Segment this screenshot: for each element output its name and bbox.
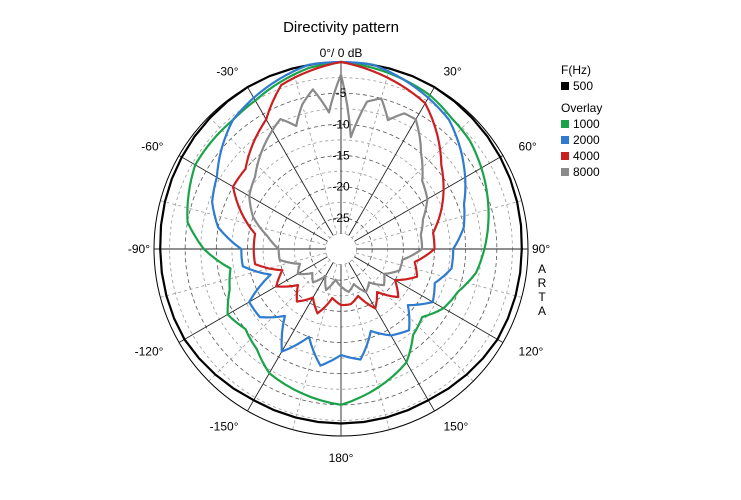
legend: F(Hz) 500 Overlay 1000 2000 4000 8000: [561, 62, 602, 180]
angle-label: -30°: [216, 64, 238, 78]
legend-label-2000: 2000: [573, 133, 600, 147]
series-8000-line: [248, 73, 429, 294]
legend-overlay-header: Overlay: [561, 101, 603, 115]
angle-label: 30°: [444, 64, 462, 78]
chart-title: Directivity pattern: [283, 19, 399, 36]
polar-spoke: [208, 259, 331, 382]
polar-spoke: [344, 68, 390, 235]
polar-spoke: [178, 155, 328, 242]
radial-tick-label: -15: [332, 149, 350, 163]
brand-letter: A: [537, 262, 546, 276]
brand-letter: R: [537, 276, 547, 290]
legend-swatch-2000: [561, 136, 569, 144]
radial-tick-label: -10: [332, 117, 350, 131]
radial-tick-label: -25: [332, 211, 350, 225]
angle-label: 120°: [519, 345, 544, 359]
radial-tick-label: -5: [336, 86, 347, 100]
legend-item-2000: 2000: [561, 132, 602, 148]
legend-swatch-1000: [561, 120, 569, 128]
polar-spoke: [354, 256, 504, 343]
legend-item-8000: 8000: [561, 164, 602, 180]
angle-label: -60°: [141, 140, 163, 154]
polar-spoke: [354, 155, 504, 242]
top-angle-label: 0°/ 0 dB: [320, 46, 363, 60]
polar-spoke: [355, 252, 522, 298]
legend-item-4000: 4000: [561, 148, 602, 164]
brand-watermark: A R T A: [536, 262, 548, 318]
polar-spoke: [160, 252, 327, 298]
polar-spoke: [160, 200, 327, 246]
polar-spoke: [292, 263, 338, 430]
legend-label-8000: 8000: [573, 165, 600, 179]
polar-spoke: [348, 86, 435, 236]
polar-spoke: [355, 200, 522, 246]
brand-letter: A: [537, 304, 546, 318]
legend-item-500: 500: [561, 78, 602, 94]
angle-label: -90°: [128, 242, 150, 256]
angle-label: 180°: [329, 451, 354, 465]
polar-spoke: [348, 262, 435, 412]
angle-label: 60°: [519, 140, 537, 154]
legend-item-1000: 1000: [561, 116, 602, 132]
angle-label: -120°: [135, 345, 164, 359]
radial-tick-label: -20: [332, 180, 350, 194]
polar-grid: [153, 61, 529, 437]
angle-label: 90°: [532, 242, 550, 256]
brand-letter: T: [538, 290, 546, 304]
legend-header: F(Hz): [561, 63, 591, 77]
angle-label: 150°: [444, 420, 469, 434]
legend-swatch-500: [561, 82, 569, 90]
legend-swatch-4000: [561, 152, 569, 160]
polar-ring: [325, 233, 357, 265]
polar-series: [159, 60, 523, 425]
legend-label-4000: 4000: [573, 149, 600, 163]
polar-labels: -5 -10 -15 -20 -25 0°/ 0 dB -30° 30° -60° 60° -90°…: [128, 46, 551, 465]
polar-spoke: [208, 116, 331, 239]
polar-spoke: [247, 262, 334, 412]
angle-label: -150°: [210, 420, 239, 434]
polar-spoke: [351, 259, 474, 382]
polar-spoke: [351, 116, 474, 239]
polar-spoke: [247, 86, 334, 236]
legend-label-500: 500: [573, 79, 594, 93]
legend-label-1000: 1000: [573, 117, 600, 131]
polar-spoke: [292, 68, 338, 235]
series-4000-line: [231, 60, 445, 315]
legend-swatch-8000: [561, 168, 569, 176]
polar-spoke: [178, 256, 328, 343]
